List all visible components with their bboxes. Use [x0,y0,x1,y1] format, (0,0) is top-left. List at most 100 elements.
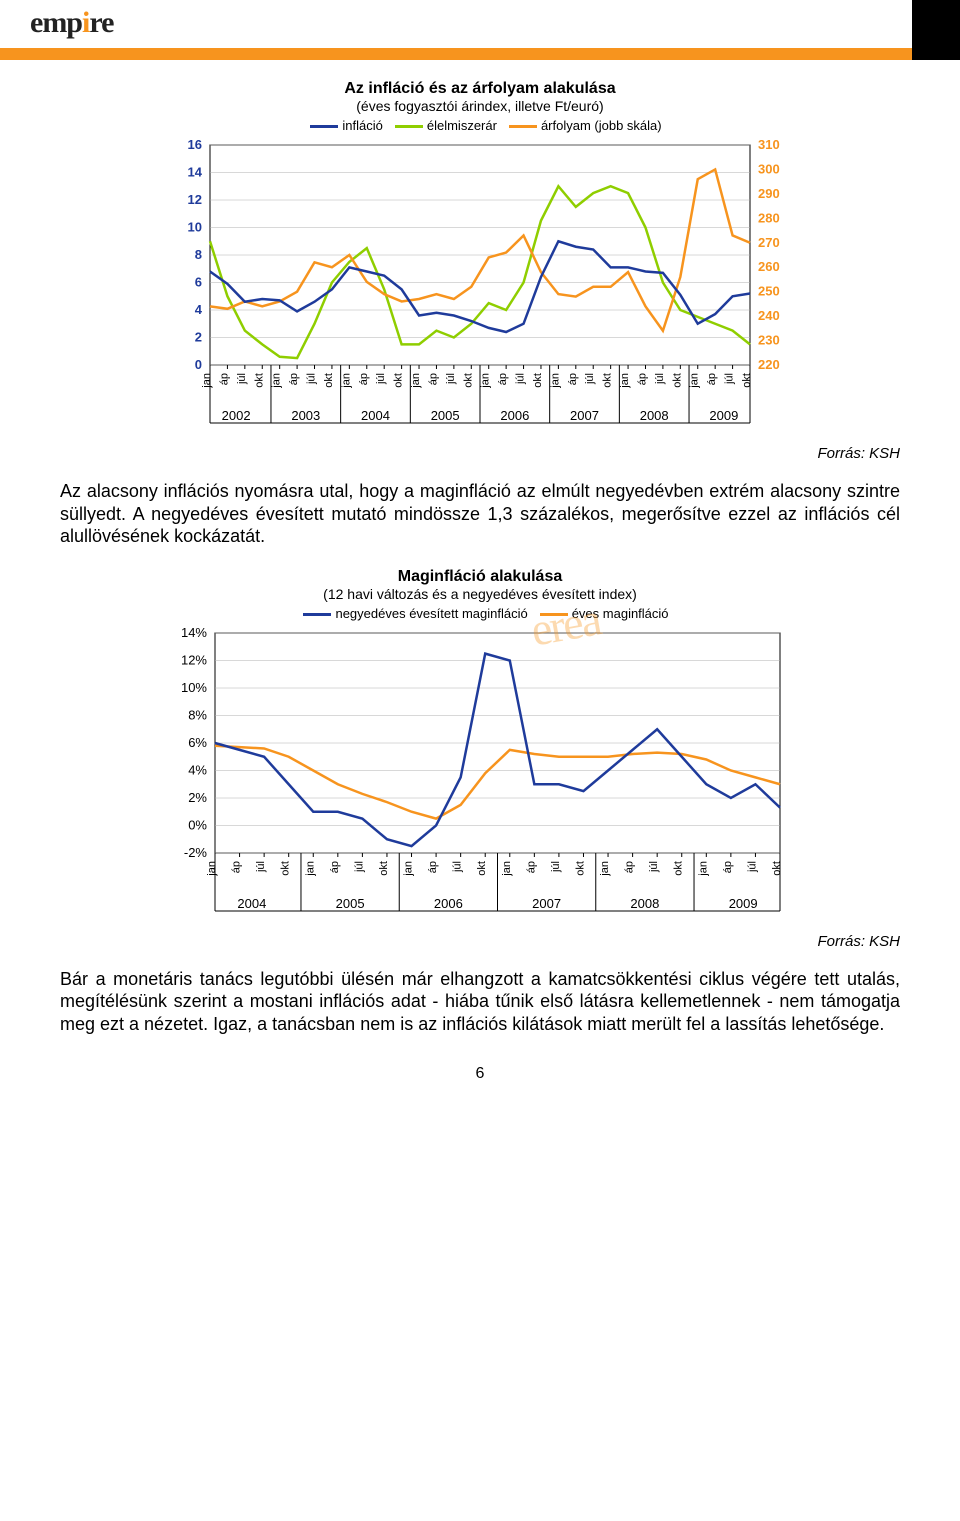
svg-text:310: 310 [758,137,780,152]
svg-text:júl: júl [515,373,527,385]
legend-label: infláció [342,118,382,133]
chart2-legend: negyedéves évesített maginflációéves mag… [160,606,800,621]
svg-text:áp: áp [706,373,718,385]
svg-text:okt: okt [602,373,614,388]
svg-text:jan: jan [697,861,709,877]
svg-text:2006: 2006 [500,408,529,423]
chart2-title: Maginfláció alakulása [160,568,800,586]
svg-text:áp: áp [427,373,439,385]
svg-text:okt: okt [476,861,488,876]
svg-text:jan: jan [619,373,631,389]
svg-text:okt: okt [280,861,292,876]
svg-text:12: 12 [188,192,202,207]
svg-text:okt: okt [253,373,265,388]
svg-text:300: 300 [758,161,780,176]
svg-text:8%: 8% [188,707,207,722]
svg-text:okt: okt [462,373,474,388]
svg-text:áp: áp [636,373,648,385]
svg-text:2%: 2% [188,790,207,805]
svg-text:jan: jan [549,373,561,389]
svg-text:6%: 6% [188,735,207,750]
svg-text:júl: júl [375,373,387,385]
chart2-subtitle: (12 havi változás és a negyedéves évesít… [160,586,800,602]
svg-text:okt: okt [673,861,685,876]
svg-text:jan: jan [599,861,611,877]
svg-text:áp: áp [288,373,300,385]
svg-text:jan: jan [206,861,218,877]
svg-text:230: 230 [758,333,780,348]
svg-text:2008: 2008 [640,408,669,423]
svg-text:jan: jan [201,373,213,389]
chart1-source: Forrás: KSH [60,445,900,462]
svg-text:okt: okt [771,861,783,876]
svg-text:16: 16 [188,137,202,152]
logo-text-pre: emp [30,6,82,39]
chart1-subtitle: (éves fogyasztói árindex, illetve Ft/eur… [160,98,800,114]
svg-text:áp: áp [624,861,636,873]
svg-text:júl: júl [724,373,736,385]
svg-text:okt: okt [323,373,335,388]
svg-text:jan: jan [403,861,415,877]
chart-inflation-fx: Az infláció és az árfolyam alakulása (év… [160,80,800,435]
svg-text:10: 10 [188,220,202,235]
svg-text:okt: okt [741,373,753,388]
legend-swatch [509,125,537,128]
svg-text:áp: áp [231,861,243,873]
svg-text:júl: júl [445,373,457,385]
svg-text:2005: 2005 [431,408,460,423]
svg-text:áp: áp [722,861,734,873]
legend-label: árfolyam (jobb skála) [541,118,662,133]
page-content: Az infláció és az árfolyam alakulása (év… [0,60,960,1123]
svg-text:áp: áp [497,373,509,385]
svg-text:14%: 14% [181,625,207,640]
chart1-svg: 0246810121416220230240250260270280290300… [160,135,800,435]
svg-text:240: 240 [758,308,780,323]
svg-text:4: 4 [195,302,203,317]
svg-text:10%: 10% [181,680,207,695]
svg-text:áp: áp [567,373,579,385]
legend-swatch [310,125,338,128]
svg-text:júl: júl [236,373,248,385]
svg-text:14: 14 [188,165,203,180]
legend-swatch [540,613,568,616]
svg-text:júl: júl [746,861,758,873]
svg-text:2008: 2008 [630,896,659,911]
svg-text:2005: 2005 [336,896,365,911]
svg-text:júl: júl [550,861,562,873]
svg-text:áp: áp [525,861,537,873]
svg-text:4%: 4% [188,762,207,777]
svg-text:áp: áp [358,373,370,385]
svg-text:2004: 2004 [361,408,390,423]
svg-text:jan: jan [340,373,352,389]
svg-text:júl: júl [654,373,666,385]
svg-text:2002: 2002 [222,408,251,423]
svg-text:áp: áp [329,861,341,873]
svg-text:jan: jan [480,373,492,389]
svg-text:2009: 2009 [709,408,738,423]
svg-text:áp: áp [218,373,230,385]
header-accent-box [912,0,960,60]
logo-text-post: re [89,6,113,39]
svg-text:okt: okt [378,861,390,876]
svg-text:2003: 2003 [291,408,320,423]
svg-text:áp: áp [427,861,439,873]
svg-text:okt: okt [532,373,544,388]
svg-text:260: 260 [758,259,780,274]
svg-text:okt: okt [393,373,405,388]
svg-text:júl: júl [648,861,660,873]
svg-text:2007: 2007 [532,896,561,911]
svg-text:jan: jan [271,373,283,389]
svg-text:0%: 0% [188,817,207,832]
svg-text:jan: jan [410,373,422,389]
chart-core-inflation: Maginfláció alakulása (12 havi változás … [160,568,800,923]
chart2-source: Forrás: KSH [60,933,900,950]
svg-text:júl: júl [255,861,267,873]
legend-swatch [395,125,423,128]
chart1-legend: inflációélelmiszerárárfolyam (jobb skála… [160,118,800,133]
brand-logo: empire [30,6,113,40]
paragraph-2: Bár a monetáris tanács legutóbbi ülésén … [60,968,900,1036]
page-number: 6 [60,1065,900,1083]
svg-text:2006: 2006 [434,896,463,911]
legend-label: negyedéves évesített maginfláció [335,606,527,621]
svg-text:270: 270 [758,235,780,250]
